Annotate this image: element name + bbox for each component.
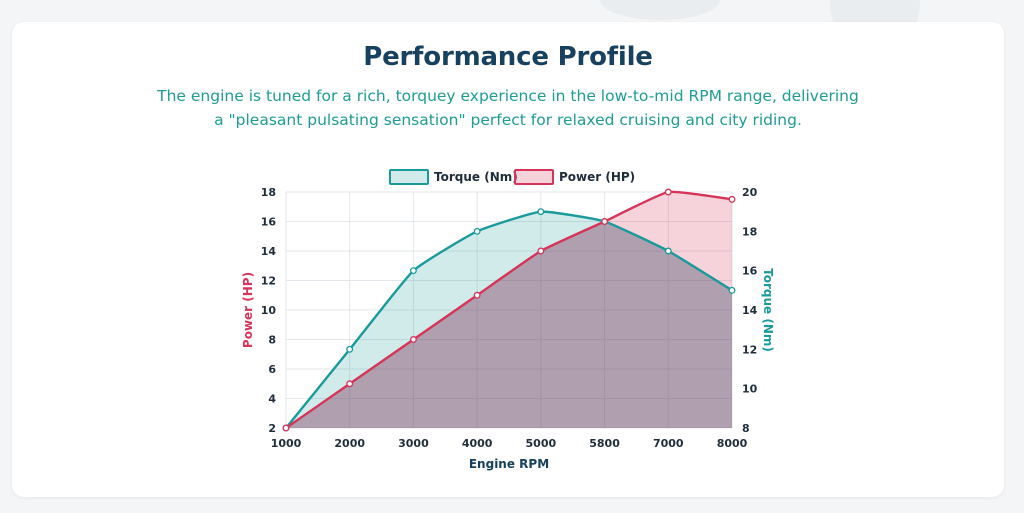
- power-area: [286, 191, 732, 428]
- grid-lines: [285, 191, 733, 429]
- y-right-tick-label: 20: [742, 186, 758, 199]
- x-tick-label: 5000: [526, 437, 557, 450]
- y-right-tick-label: 16: [742, 265, 758, 278]
- torque-point: [537, 208, 545, 216]
- power-point: [537, 247, 545, 255]
- performance-chart: 2 4 6 8 10 12 14 16 18 8 10 12 14 16 18 20 1000 2000 3000 4…: [241, 169, 775, 471]
- torque-point: [728, 286, 736, 294]
- power-point: [728, 195, 736, 203]
- x-tick-label: 2000: [334, 437, 365, 450]
- background-watermark: [600, 0, 720, 20]
- y-left-tick-label: 6: [268, 363, 276, 376]
- y-right-tick-label: 12: [742, 343, 757, 356]
- legend-label-power: Power (HP): [559, 170, 635, 184]
- x-tick-label: 8000: [717, 437, 748, 450]
- torque-area: [286, 211, 732, 428]
- y-left-tick-label: 4: [268, 393, 276, 406]
- torque-point: [346, 345, 354, 353]
- torque-point: [473, 227, 481, 235]
- legend-swatch-power: [514, 169, 554, 185]
- x-tick-label: 5800: [589, 437, 620, 450]
- y-left-tick-label: 16: [261, 216, 277, 229]
- y-right-tick-label: 10: [742, 383, 758, 396]
- torque-point: [664, 247, 672, 255]
- chart-axes: 2 4 6 8 10 12 14 16 18 8 10 12 14 16 18 20 1000 2000 3000 4…: [241, 186, 775, 471]
- y-left-tick-label: 8: [268, 334, 276, 347]
- y-left-axis-title: Power (HP): [241, 272, 255, 348]
- power-point: [282, 424, 290, 432]
- x-tick-label: 7000: [653, 437, 684, 450]
- y-left-tick-label: 18: [261, 186, 276, 199]
- power-point: [473, 291, 481, 299]
- y-right-tick-label: 8: [742, 422, 750, 435]
- y-right-tick-label: 18: [742, 225, 757, 238]
- x-tick-label: 4000: [462, 437, 493, 450]
- page-title: Performance Profile: [363, 42, 653, 72]
- y-left-tick-label: 12: [261, 275, 276, 288]
- series-areas: [286, 191, 732, 428]
- series-points: [282, 188, 736, 432]
- x-tick-label: 1000: [271, 437, 302, 450]
- legend-label-torque: Torque (Nm): [434, 170, 518, 184]
- y-left-tick-label: 2: [268, 422, 276, 435]
- power-point: [409, 336, 417, 343]
- y-right-axis-title: Torque (Nm): [761, 268, 775, 352]
- x-tick-label: 3000: [398, 437, 429, 450]
- power-point: [664, 188, 672, 196]
- y-left-tick-label: 10: [261, 304, 277, 317]
- x-axis-title: Engine RPM: [469, 457, 549, 471]
- y-right-tick-label: 14: [742, 304, 758, 317]
- torque-point: [409, 267, 417, 275]
- overlap-area: [286, 211, 732, 428]
- chart-legend[interactable]: Torque (Nm) Power (HP): [389, 169, 635, 185]
- page-subtitle: The engine is tuned for a rich, torquey …: [157, 87, 859, 129]
- power-point: [601, 218, 609, 225]
- y-left-tick-label: 14: [261, 245, 277, 258]
- legend-swatch-torque: [389, 169, 429, 185]
- power-line: [285, 190, 733, 429]
- power-point: [346, 380, 354, 388]
- performance-card: Performance Profile The engine is tuned …: [12, 22, 1004, 497]
